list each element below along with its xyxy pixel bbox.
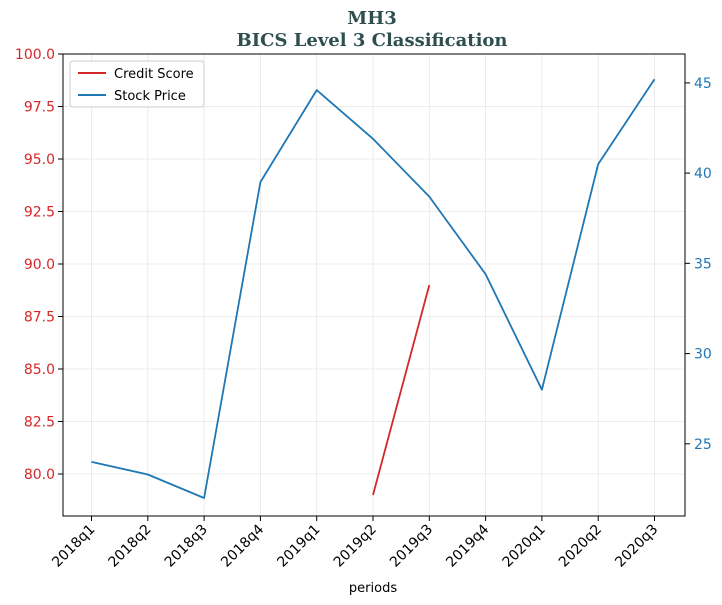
x-tick-label: 2019q4 <box>443 521 492 570</box>
series-lines <box>91 78 656 499</box>
left-tick-label: 85.0 <box>24 362 55 378</box>
chart-subtitle: BICS Level 3 Classification <box>236 30 507 51</box>
x-axis-ticks: 2018q1 2018q2 2018q3 2018q4 2019q1 2019q2 2019… <box>49 516 661 571</box>
x-tick-label: 2020q3 <box>612 522 661 571</box>
x-tick-label: 2018q4 <box>218 521 267 570</box>
x-tick-label: 2019q3 <box>387 522 436 571</box>
right-tick-label: 45 <box>694 76 712 92</box>
x-tick-label: 2020q2 <box>556 522 605 571</box>
left-tick-label: 90.0 <box>24 257 55 273</box>
left-tick-label: 100.0 <box>15 47 55 63</box>
right-tick-label: 30 <box>694 347 712 363</box>
x-tick-label: 2018q1 <box>49 522 98 571</box>
left-tick-label: 92.5 <box>24 205 55 221</box>
x-tick-label: 2019q2 <box>331 522 380 571</box>
right-axis-ticks: 25 30 35 40 45 <box>685 76 712 453</box>
left-tick-label: 95.0 <box>24 152 55 168</box>
left-tick-label: 82.5 <box>24 415 55 431</box>
plot-area-frame <box>62 53 686 517</box>
chart-title: MH3 <box>347 8 396 29</box>
left-tick-label: 97.5 <box>24 100 55 116</box>
x-tick-label: 2018q3 <box>162 522 211 571</box>
series-line-stock-price <box>91 78 656 499</box>
right-tick-label: 35 <box>694 256 712 272</box>
legend: Credit Score Stock Price <box>69 60 205 108</box>
grid <box>63 53 685 516</box>
legend-label-credit-score: Credit Score <box>114 67 194 82</box>
left-tick-label: 87.5 <box>24 310 55 326</box>
x-tick-label: 2019q1 <box>274 522 323 571</box>
right-tick-label: 40 <box>694 166 712 182</box>
x-axis-label: periods <box>349 581 397 596</box>
series-line-credit-score <box>372 284 431 496</box>
x-tick-label: 2020q1 <box>500 522 549 571</box>
legend-label-stock-price: Stock Price <box>114 89 186 104</box>
x-tick-label: 2018q2 <box>106 522 155 571</box>
left-tick-label: 80.0 <box>24 467 55 483</box>
right-tick-label: 25 <box>694 437 712 453</box>
left-axis-ticks: 80.0 82.5 85.0 87.5 90.0 92.5 95.0 97.5 100.0 <box>15 47 63 483</box>
